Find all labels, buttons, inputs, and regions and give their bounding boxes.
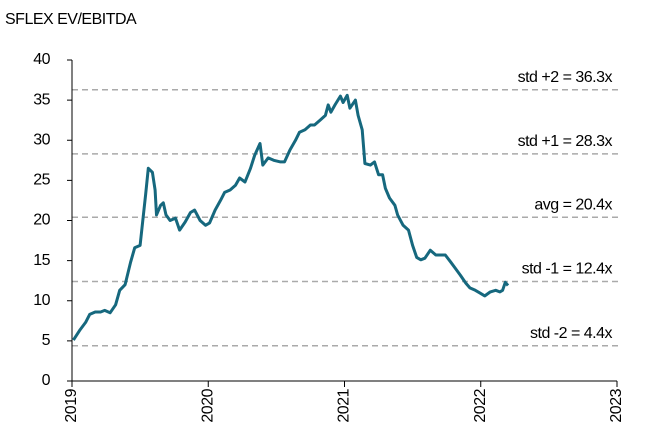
y-tick-label: 35 (33, 91, 50, 108)
y-tick-label: 15 (33, 252, 50, 269)
y-tick-label: 25 (33, 172, 50, 189)
x-tick-label: 2021 (336, 388, 353, 422)
reference-label: std +2 = 36.3x (518, 69, 613, 86)
data-line (72, 93, 510, 341)
reference-label: std -2 = 4.4x (530, 325, 612, 342)
reference-label: avg = 20.4x (534, 197, 612, 214)
chart-title: SFLEX EV/EBITDA (5, 11, 137, 28)
x-tick-label: 2022 (472, 388, 489, 422)
y-tick-label: 30 (33, 131, 50, 148)
y-tick-label: 20 (33, 212, 50, 229)
reference-label: std -1 = 12.4x (522, 261, 613, 278)
y-tick-label: 0 (42, 372, 51, 389)
y-tick-label: 40 (33, 51, 50, 68)
y-tick-label: 5 (42, 332, 51, 349)
x-tick-label: 2019 (63, 388, 80, 422)
y-tick-label: 10 (33, 292, 50, 309)
x-tick-label: 2023 (608, 388, 625, 422)
x-tick-label: 2020 (199, 388, 216, 422)
reference-label: std +1 = 28.3x (518, 133, 613, 150)
